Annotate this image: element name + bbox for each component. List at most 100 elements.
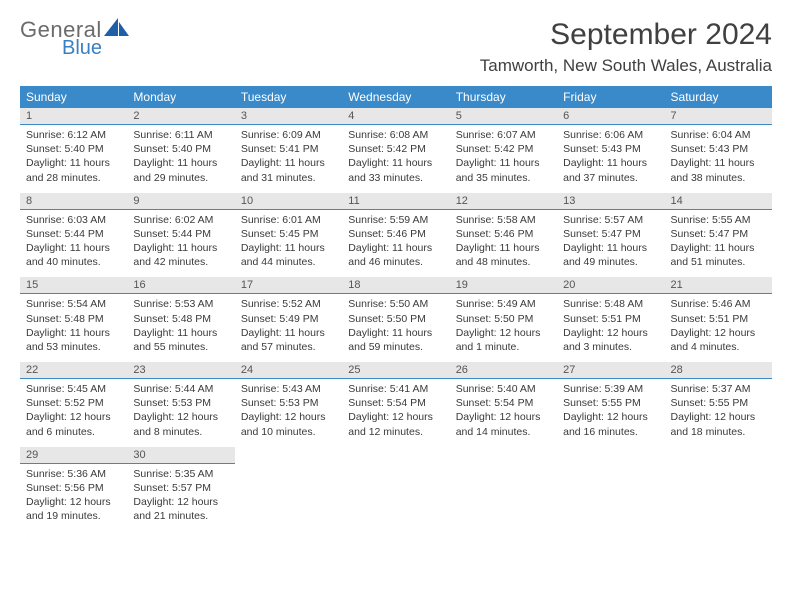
day-body: Sunrise: 5:40 AMSunset: 5:54 PMDaylight:… [450,379,557,447]
day-body: Sunrise: 5:35 AMSunset: 5:57 PMDaylight:… [127,464,234,532]
sunrise-text: Sunrise: 5:49 AM [456,297,551,311]
sunset-text: Sunset: 5:46 PM [456,227,551,241]
calendar-table: SundayMondayTuesdayWednesdayThursdayFrid… [20,86,772,531]
sunrise-text: Sunrise: 6:12 AM [26,128,121,142]
day-number: 20 [557,277,664,294]
daylight-line2: and 3 minutes. [563,340,658,354]
sunset-text: Sunset: 5:47 PM [671,227,766,241]
calendar-cell: 7Sunrise: 6:04 AMSunset: 5:43 PMDaylight… [665,108,772,193]
day-body: Sunrise: 5:54 AMSunset: 5:48 PMDaylight:… [20,294,127,362]
calendar-cell: 10Sunrise: 6:01 AMSunset: 5:45 PMDayligh… [235,193,342,278]
daylight-line2: and 53 minutes. [26,340,121,354]
day-number: 18 [342,277,449,294]
sunset-text: Sunset: 5:44 PM [26,227,121,241]
brand-logo: General Blue [20,18,130,58]
daylight-line1: Daylight: 12 hours [348,410,443,424]
daylight-line1: Daylight: 11 hours [348,241,443,255]
day-body: Sunrise: 6:01 AMSunset: 5:45 PMDaylight:… [235,210,342,278]
calendar-cell: 29Sunrise: 5:36 AMSunset: 5:56 PMDayligh… [20,447,127,532]
sunrise-text: Sunrise: 5:35 AM [133,467,228,481]
day-body: Sunrise: 6:09 AMSunset: 5:41 PMDaylight:… [235,125,342,193]
daylight-line1: Daylight: 12 hours [563,410,658,424]
daylight-line2: and 59 minutes. [348,340,443,354]
day-number: 26 [450,362,557,379]
calendar-cell: 5Sunrise: 6:07 AMSunset: 5:42 PMDaylight… [450,108,557,193]
sunset-text: Sunset: 5:41 PM [241,142,336,156]
day-body: Sunrise: 6:02 AMSunset: 5:44 PMDaylight:… [127,210,234,278]
daylight-line1: Daylight: 11 hours [133,326,228,340]
calendar-cell: 21Sunrise: 5:46 AMSunset: 5:51 PMDayligh… [665,277,772,362]
day-number: 4 [342,108,449,125]
day-number: 5 [450,108,557,125]
sunset-text: Sunset: 5:42 PM [456,142,551,156]
sunrise-text: Sunrise: 5:57 AM [563,213,658,227]
sunset-text: Sunset: 5:55 PM [563,396,658,410]
daylight-line2: and 21 minutes. [133,509,228,523]
calendar-cell: 9Sunrise: 6:02 AMSunset: 5:44 PMDaylight… [127,193,234,278]
day-number: 23 [127,362,234,379]
calendar-cell: 4Sunrise: 6:08 AMSunset: 5:42 PMDaylight… [342,108,449,193]
sunset-text: Sunset: 5:45 PM [241,227,336,241]
sunrise-text: Sunrise: 5:54 AM [26,297,121,311]
sunset-text: Sunset: 5:43 PM [563,142,658,156]
sunrise-text: Sunrise: 5:58 AM [456,213,551,227]
day-number: 15 [20,277,127,294]
calendar-cell: 15Sunrise: 5:54 AMSunset: 5:48 PMDayligh… [20,277,127,362]
daylight-line1: Daylight: 12 hours [26,495,121,509]
daylight-line1: Daylight: 12 hours [671,410,766,424]
day-number: 22 [20,362,127,379]
daylight-line1: Daylight: 11 hours [26,156,121,170]
day-body: Sunrise: 5:52 AMSunset: 5:49 PMDaylight:… [235,294,342,362]
day-header-row: SundayMondayTuesdayWednesdayThursdayFrid… [20,86,772,108]
calendar-cell: 16Sunrise: 5:53 AMSunset: 5:48 PMDayligh… [127,277,234,362]
daylight-line1: Daylight: 12 hours [456,410,551,424]
calendar-cell: 28Sunrise: 5:37 AMSunset: 5:55 PMDayligh… [665,362,772,447]
daylight-line2: and 1 minute. [456,340,551,354]
day-body: Sunrise: 6:12 AMSunset: 5:40 PMDaylight:… [20,125,127,193]
page-header: General Blue September 2024 Tamworth, Ne… [20,18,772,76]
sunrise-text: Sunrise: 5:48 AM [563,297,658,311]
day-number: 12 [450,193,557,210]
daylight-line2: and 57 minutes. [241,340,336,354]
sunset-text: Sunset: 5:53 PM [133,396,228,410]
daylight-line1: Daylight: 12 hours [133,410,228,424]
sunrise-text: Sunrise: 5:44 AM [133,382,228,396]
daylight-line1: Daylight: 11 hours [348,156,443,170]
day-header: Saturday [665,86,772,108]
sunrise-text: Sunrise: 6:01 AM [241,213,336,227]
day-number: 8 [20,193,127,210]
day-body: Sunrise: 6:07 AMSunset: 5:42 PMDaylight:… [450,125,557,193]
day-body: Sunrise: 5:57 AMSunset: 5:47 PMDaylight:… [557,210,664,278]
day-header: Tuesday [235,86,342,108]
sunset-text: Sunset: 5:42 PM [348,142,443,156]
daylight-line2: and 19 minutes. [26,509,121,523]
sunset-text: Sunset: 5:46 PM [348,227,443,241]
sunrise-text: Sunrise: 5:43 AM [241,382,336,396]
day-body: Sunrise: 5:37 AMSunset: 5:55 PMDaylight:… [665,379,772,447]
day-header: Monday [127,86,234,108]
sunrise-text: Sunrise: 5:40 AM [456,382,551,396]
day-header: Thursday [450,86,557,108]
daylight-line2: and 49 minutes. [563,255,658,269]
sunrise-text: Sunrise: 5:37 AM [671,382,766,396]
sunrise-text: Sunrise: 5:45 AM [26,382,121,396]
day-number: 19 [450,277,557,294]
daylight-line1: Daylight: 12 hours [563,326,658,340]
calendar-week: 15Sunrise: 5:54 AMSunset: 5:48 PMDayligh… [20,277,772,362]
sunset-text: Sunset: 5:55 PM [671,396,766,410]
location-text: Tamworth, New South Wales, Australia [480,56,772,76]
sunrise-text: Sunrise: 5:50 AM [348,297,443,311]
day-number: 11 [342,193,449,210]
sunset-text: Sunset: 5:53 PM [241,396,336,410]
sunrise-text: Sunrise: 6:07 AM [456,128,551,142]
day-body: Sunrise: 6:08 AMSunset: 5:42 PMDaylight:… [342,125,449,193]
daylight-line2: and 42 minutes. [133,255,228,269]
daylight-line2: and 4 minutes. [671,340,766,354]
calendar-cell [557,447,664,532]
daylight-line2: and 44 minutes. [241,255,336,269]
daylight-line1: Daylight: 12 hours [241,410,336,424]
daylight-line1: Daylight: 12 hours [456,326,551,340]
daylight-line1: Daylight: 11 hours [563,156,658,170]
sunset-text: Sunset: 5:54 PM [456,396,551,410]
day-header: Wednesday [342,86,449,108]
